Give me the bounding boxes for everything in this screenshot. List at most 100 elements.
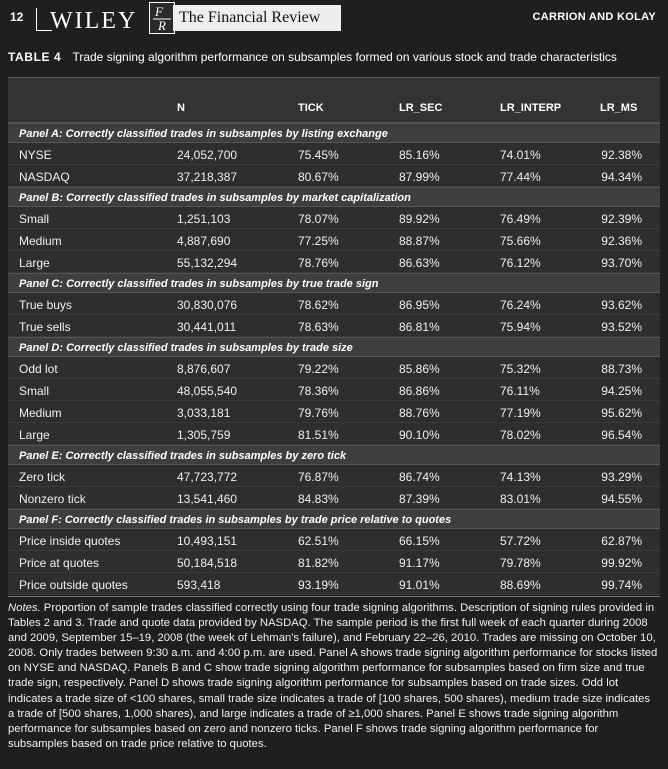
table-cell: 1,251,103 (177, 212, 231, 226)
running-head-authors: CARRION AND KOLAY (532, 11, 656, 23)
table-cell: 92.38% (601, 148, 642, 162)
table-cell: 1,305,759 (177, 428, 231, 442)
table-cell: 10,493,151 (177, 534, 238, 548)
column-header-tick: TICK (298, 102, 324, 114)
table-cell: 86.95% (399, 298, 440, 312)
table-cell: 85.16% (399, 148, 440, 162)
table-cell: 48,055,540 (177, 384, 238, 398)
table-cell: 75.66% (500, 234, 541, 248)
panel-header: Panel A: Correctly classified trades in … (8, 123, 660, 143)
table-row: Medium 3,033,181 79.76% 88.76% 77.19% 95.62% (8, 401, 660, 423)
notes-text: Proportion of sample trades classified c… (8, 602, 658, 750)
table-cell: 93.29% (601, 470, 642, 484)
publisher-logo: WILEY (50, 8, 138, 34)
table-cell: 74.13% (500, 470, 541, 484)
table-cell: 30,441,011 (177, 320, 237, 334)
table-row: True buys 30,830,076 78.62% 86.95% 76.24% 93.… (8, 293, 660, 315)
panel-header: Panel C: Correctly classified trades in … (8, 273, 660, 293)
table-cell: 76.11% (500, 384, 540, 398)
table-cell: 78.02% (500, 428, 541, 442)
table-cell: 92.39% (601, 212, 642, 226)
table-cell: 3,033,181 (177, 406, 231, 420)
table-cell: 80.67% (298, 170, 339, 184)
table-cell: 66.15% (399, 534, 440, 548)
table-cell: 24,052,700 (177, 148, 238, 162)
journal-title: The Financial Review (173, 5, 341, 31)
table-cell: 77.25% (298, 234, 339, 248)
panel-header: Panel B: Correctly classified trades in … (8, 187, 660, 207)
svg-text:R: R (157, 18, 166, 33)
table-cell: 88.87% (399, 234, 440, 248)
table-row: Small 48,055,540 78.36% 86.86% 76.11% 94.25% (8, 379, 660, 401)
table-cell: 37,218,387 (177, 170, 238, 184)
table-cell: 78.63% (298, 320, 339, 334)
column-header-lr-ms: LR_MS (600, 102, 638, 114)
table-row: Odd lot 8,876,607 79.22% 85.86% 75.32% 88.73% (8, 357, 660, 379)
column-header-lr-interp: LR_INTERP (500, 102, 562, 114)
table-row: Zero tick 47,723,772 76.87% 86.74% 74.13% 93.… (8, 465, 660, 487)
table-cell: 78.36% (298, 384, 339, 398)
row-label: Large (19, 256, 50, 270)
table-cell: 8,876,607 (177, 362, 231, 376)
table-cell: 593,418 (177, 578, 221, 592)
table-cell: 95.62% (601, 406, 642, 420)
table-notes: Notes. Proportion of sample trades class… (8, 601, 658, 752)
table-cell: 91.17% (399, 556, 440, 570)
table-body: Panel A: Correctly classified trades in … (8, 123, 660, 595)
row-label: Price inside quotes (19, 534, 121, 548)
table-row: NASDAQ 37,218,387 80.67% 87.99% 77.44% 94.34% (8, 165, 660, 187)
table-cell: 81.82% (298, 556, 339, 570)
header-divider (36, 8, 37, 30)
table-cell: 85.86% (399, 362, 440, 376)
table-cell: 13,541,460 (177, 492, 238, 506)
table-cell: 74.01% (500, 148, 541, 162)
table-cell: 88.73% (601, 362, 642, 376)
table-cell: 81.51% (298, 428, 339, 442)
table-cell: 47,723,772 (177, 470, 238, 484)
table-cell: 76.87% (298, 470, 339, 484)
table-cell: 79.76% (298, 406, 339, 420)
table-caption: TABLE 4 Trade signing algorithm performa… (8, 50, 617, 64)
table-cell: 94.55% (601, 492, 642, 506)
table-cell: 62.87% (601, 534, 642, 548)
table-cell: 86.81% (399, 320, 440, 334)
results-table: N TICK LR_SEC LR_INTERP LR_MS Panel A: C… (8, 77, 660, 595)
row-label: Odd lot (19, 362, 58, 376)
fr-monogram-icon: F R (153, 4, 171, 33)
table-cell: 75.94% (500, 320, 541, 334)
table-cell: 99.74% (601, 578, 642, 592)
table-cell: 86.86% (399, 384, 440, 398)
table-cell: 79.22% (298, 362, 339, 376)
table-row: Medium 4,887,690 77.25% 88.87% 75.66% 92.36% (8, 229, 660, 251)
table-row: Large 1,305,759 81.51% 90.10% 78.02% 96.54% (8, 423, 660, 445)
table-cell: 88.76% (399, 406, 440, 420)
table-cell: 96.54% (601, 428, 642, 442)
table-cell: 30,830,076 (177, 298, 238, 312)
table-cell: 88.69% (500, 578, 541, 592)
table-cell: 55,132,294 (177, 256, 238, 270)
table-cell: 78.07% (298, 212, 339, 226)
table-cell: 77.19% (500, 406, 541, 420)
table-cell: 86.63% (399, 256, 440, 270)
row-label: Small (19, 384, 50, 398)
table-cell: 94.25% (601, 384, 642, 398)
panel-header: Panel E: Correctly classified trades in … (8, 445, 660, 465)
row-label: True buys (19, 298, 72, 312)
table-cell: 89.92% (399, 212, 440, 226)
row-label: Nonzero tick (19, 492, 86, 506)
header-divider-foot (36, 30, 52, 31)
row-label: NASDAQ (19, 170, 70, 184)
table-row: NYSE 24,052,700 75.45% 85.16% 74.01% 92.38% (8, 143, 660, 165)
table-cell: 83.01% (500, 492, 541, 506)
table-header-row: N TICK LR_SEC LR_INTERP LR_MS (8, 77, 660, 123)
table-cell: 93.19% (298, 578, 339, 592)
table-cell: 76.12% (500, 256, 541, 270)
table-cell: 92.36% (601, 234, 642, 248)
table-cell: 84.83% (298, 492, 339, 506)
table-cell: 62.51% (298, 534, 339, 548)
table-cell: 87.99% (399, 170, 440, 184)
table-row: Large 55,132,294 78.76% 86.63% 76.12% 93.70% (8, 251, 660, 273)
table-cell: 76.24% (500, 298, 541, 312)
table-row: Small 1,251,103 78.07% 89.92% 76.49% 92.39% (8, 207, 660, 229)
row-label: NYSE (19, 148, 52, 162)
